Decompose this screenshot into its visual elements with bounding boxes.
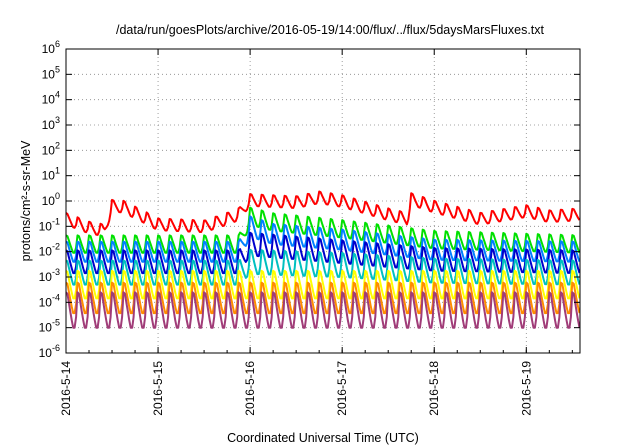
x-tick-label: 2016-5-18 xyxy=(427,361,441,416)
series-line xyxy=(65,291,581,329)
chart-title: /data/run/goesPlots/archive/2016-05-19/1… xyxy=(116,23,545,37)
y-tick-label: 10-1 xyxy=(39,216,60,233)
y-tick-label: 10-5 xyxy=(39,318,60,335)
series-line xyxy=(65,206,581,254)
series-line xyxy=(65,281,581,315)
x-axis: 2016-5-14 2016-5-15 2016-5-16 2016-5-17 2016… xyxy=(59,49,573,416)
x-tick-label: 2016-5-15 xyxy=(151,361,165,416)
x-tick-label: 2016-5-19 xyxy=(519,361,533,416)
y-tick-label: 105 xyxy=(42,64,60,81)
y-tick-label: 10-6 xyxy=(39,343,60,360)
y-tick-label: 104 xyxy=(42,90,60,107)
y-axis-label: protons/cm²-s-sr-MeV xyxy=(19,140,33,262)
y-tick-label: 103 xyxy=(42,115,60,132)
y-tick-label: 10-2 xyxy=(39,242,60,259)
y-tick-label: 101 xyxy=(42,166,60,183)
series-line xyxy=(65,215,581,263)
series-group xyxy=(65,190,581,329)
y-tick-label: 106 xyxy=(42,39,60,56)
x-tick-label: 2016-5-17 xyxy=(335,361,349,416)
x-tick-label: 2016-5-16 xyxy=(243,361,257,416)
x-tick-label: 2016-5-14 xyxy=(59,361,73,416)
y-tick-label: 102 xyxy=(42,140,60,157)
x-axis-label: Coordinated Universal Time (UTC) xyxy=(227,431,419,445)
series-line xyxy=(65,231,581,275)
y-tick-label: 10-4 xyxy=(39,292,60,309)
y-tick-label: 10-3 xyxy=(39,267,60,284)
series-line xyxy=(65,269,581,300)
series-line xyxy=(65,248,581,286)
series-line xyxy=(65,190,581,236)
y-tick-label: 100 xyxy=(42,191,60,208)
